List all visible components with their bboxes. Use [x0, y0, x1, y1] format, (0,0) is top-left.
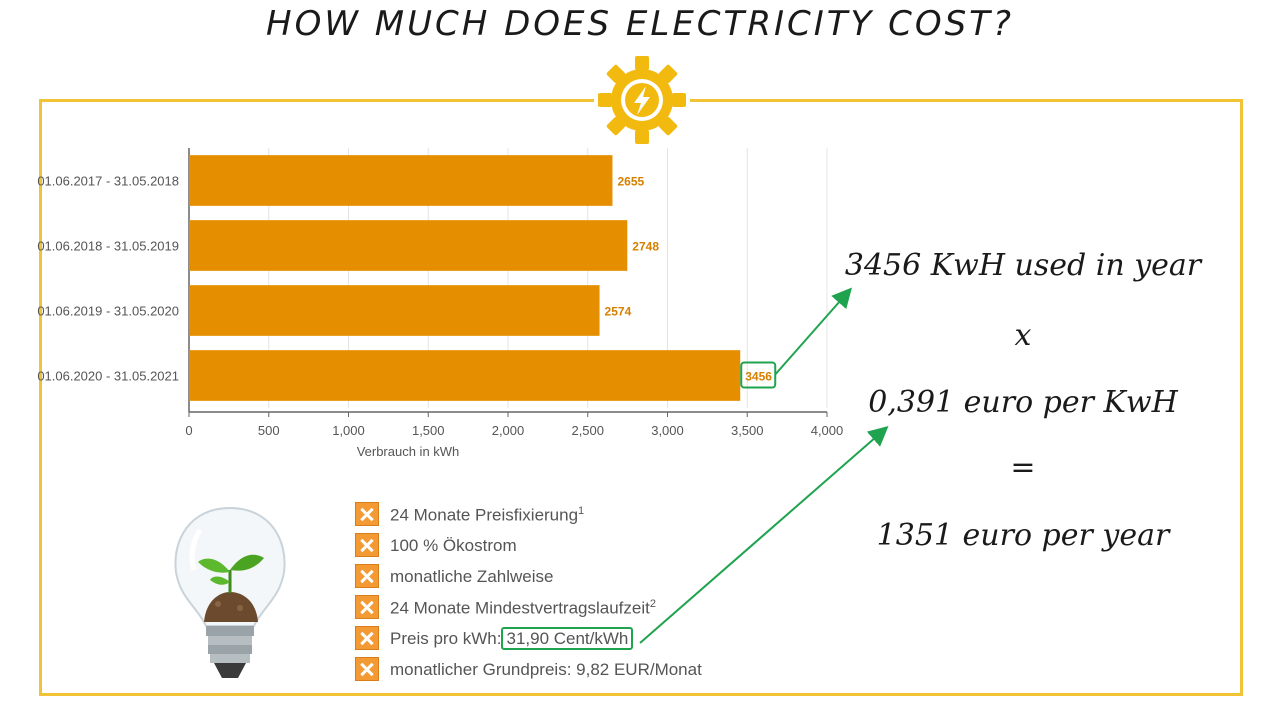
feature-item: 24 Monate Preisfixierung1: [355, 502, 775, 528]
feature-label: monatliche Zahlweise: [390, 567, 554, 586]
page-title: HOW MUCH DOES ELECTRICITY COST?: [266, 4, 1014, 44]
arrow-to-price: [639, 426, 889, 644]
data-label: 2748: [632, 240, 659, 254]
category-label: 01.06.2018 - 31.05.2019: [37, 239, 179, 254]
x-axis-label: Verbrauch in kWh: [357, 444, 460, 459]
bar: [189, 155, 613, 206]
highlight-box: [740, 361, 777, 389]
feature-label: 100 % Ökostrom: [390, 536, 517, 555]
bar: [189, 220, 628, 271]
tick-label: 4,000: [811, 423, 844, 438]
arrow-to-usage: [774, 287, 852, 376]
feature-label: Preis pro kWh: 31,90 Cent/kWh: [390, 627, 634, 650]
bar: [189, 285, 600, 336]
tick-label: 3,500: [731, 423, 764, 438]
tick-label: 1,000: [332, 423, 365, 438]
data-label: 2655: [617, 175, 644, 189]
category-label: 01.06.2019 - 31.05.2020: [37, 304, 179, 319]
feature-item: monatliche Zahlweise: [355, 564, 775, 590]
x-checkbox-icon: [355, 595, 379, 619]
category-label: 01.06.2017 - 31.05.2018: [37, 174, 179, 189]
tick-label: 2,000: [492, 423, 525, 438]
feature-label: 24 Monate Mindestvertragslaufzeit2: [390, 598, 656, 618]
x-checkbox-icon: [355, 626, 379, 650]
calc-line-usage: 3456 KwH used in year: [844, 248, 1202, 283]
tick-label: 0: [185, 423, 192, 438]
x-checkbox-icon: [355, 657, 379, 681]
price-highlight: 31,90 Cent/kWh: [501, 627, 634, 650]
data-label: 3456: [745, 370, 772, 384]
feature-item: monatlicher Grundpreis: 9,82 EUR/Monat: [355, 657, 775, 683]
calc-equals: =: [1010, 450, 1036, 485]
x-checkbox-icon: [355, 502, 379, 526]
calc-result: 1351 euro per year: [876, 518, 1170, 553]
feature-label: 24 Monate Preisfixierung1: [390, 505, 585, 525]
feature-item: 24 Monate Mindestvertragslaufzeit2: [355, 595, 775, 621]
tick-label: 3,000: [651, 423, 684, 438]
data-label: 2574: [605, 305, 632, 319]
lightning-gear-icon: [594, 55, 690, 145]
category-label: 01.06.2020 - 31.05.2021: [37, 369, 179, 384]
feature-label: monatlicher Grundpreis: 9,82 EUR/Monat: [390, 660, 702, 679]
calc-line-price: 0,391 euro per KwH: [868, 385, 1178, 420]
tick-label: 500: [258, 423, 280, 438]
x-checkbox-icon: [355, 533, 379, 557]
calc-operator: x: [1014, 318, 1032, 353]
footnote-marker: 1: [578, 505, 585, 517]
tick-label: 1,500: [412, 423, 445, 438]
tick-label: 2,500: [571, 423, 604, 438]
feature-item: Preis pro kWh: 31,90 Cent/kWh: [355, 626, 775, 652]
feature-item: 100 % Ökostrom: [355, 533, 775, 559]
x-checkbox-icon: [355, 564, 379, 588]
lightbulb-plant-icon: [160, 500, 300, 690]
footnote-marker: 2: [649, 598, 656, 610]
bar: [189, 350, 741, 401]
